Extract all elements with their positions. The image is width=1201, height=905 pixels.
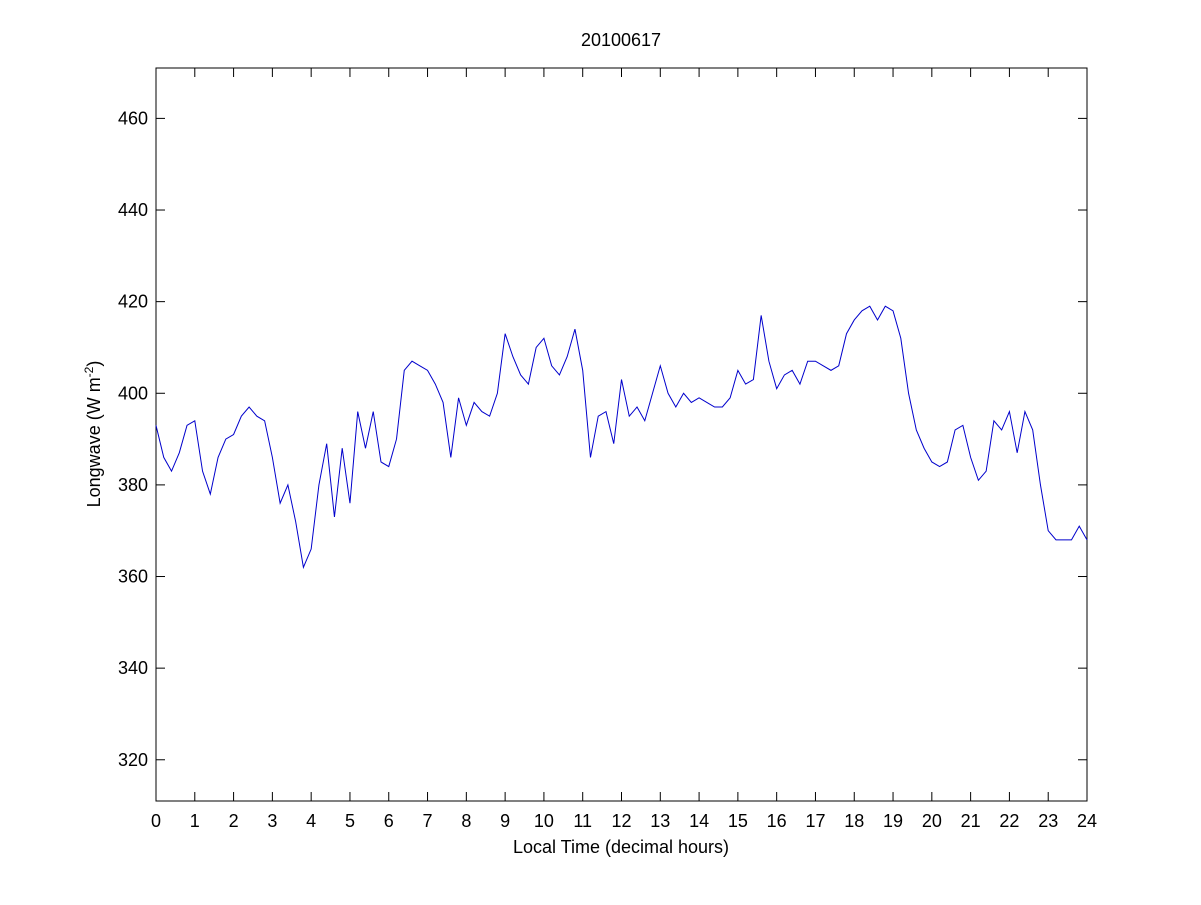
y-tick-label: 440: [118, 200, 148, 220]
x-tick-label: 24: [1077, 811, 1097, 831]
x-tick-label: 18: [844, 811, 864, 831]
y-tick-label: 460: [118, 108, 148, 128]
plot-frame: [155, 67, 1088, 802]
x-tick-label: 22: [999, 811, 1019, 831]
x-tick-label: 23: [1038, 811, 1058, 831]
y-tick-label: 360: [118, 567, 148, 587]
chart-title: 20100617: [581, 30, 661, 50]
x-axis-label: Local Time (decimal hours): [513, 837, 729, 857]
x-tick-label: 2: [229, 811, 239, 831]
y-tick-label: 380: [118, 475, 148, 495]
y-axis-label-end: ): [84, 361, 104, 367]
x-tick-label: 0: [151, 811, 161, 831]
x-tick-label: 12: [611, 811, 631, 831]
x-tick-label: 11: [573, 811, 592, 831]
x-tick-label: 21: [961, 811, 981, 831]
y-tick-label: 400: [118, 383, 148, 403]
y-tick-label: 420: [118, 292, 148, 312]
x-tick-label: 9: [500, 811, 510, 831]
x-tick-label: 10: [534, 811, 554, 831]
x-tick-label: 17: [805, 811, 825, 831]
y-axis-label-text: Longwave (W m: [84, 377, 104, 507]
data-line: [155, 305, 1088, 570]
x-tick-label: 4: [306, 811, 316, 831]
x-tick-label: 19: [883, 811, 903, 831]
x-tick-label: 15: [728, 811, 748, 831]
x-tick-label: 6: [384, 811, 394, 831]
x-tick-label: 7: [423, 811, 433, 831]
x-tick-label: 13: [650, 811, 670, 831]
x-tick-label: 1: [190, 811, 200, 831]
y-tick-label: 340: [118, 658, 148, 678]
x-tick-label: 16: [767, 811, 787, 831]
y-axis-label: Longwave (W m-2): [82, 361, 104, 508]
x-tick-label: 8: [461, 811, 471, 831]
y-tick-label: 320: [118, 750, 148, 770]
x-tick-label: 14: [689, 811, 709, 831]
y-axis-label-superscript: -2: [82, 366, 96, 377]
x-tick-label: 5: [345, 811, 355, 831]
x-tick-label: 3: [267, 811, 277, 831]
x-tick-label: 20: [922, 811, 942, 831]
